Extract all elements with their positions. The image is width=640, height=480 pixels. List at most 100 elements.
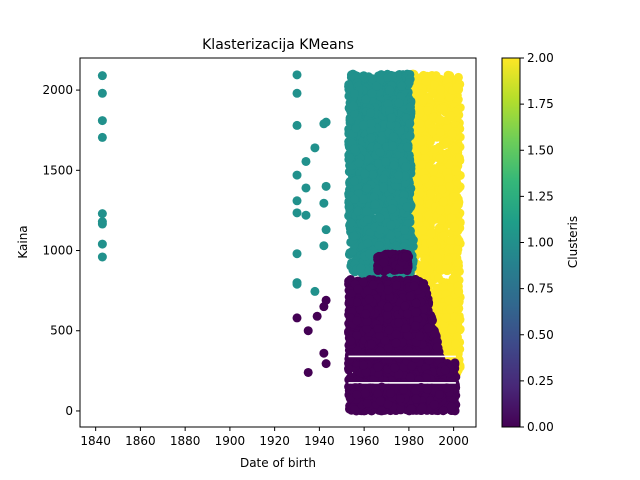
data-point-cluster-2	[442, 123, 452, 133]
data-point-cluster-2	[418, 225, 428, 235]
data-point-cluster-2	[445, 283, 455, 293]
data-point-cluster-1	[405, 118, 415, 128]
data-point-cluster-1	[386, 230, 396, 240]
data-point-cluster-2	[446, 236, 456, 246]
data-point-cluster-2	[420, 174, 430, 184]
data-point-cluster-2	[434, 177, 444, 187]
data-point-cluster-2	[454, 236, 464, 246]
data-point-cluster-2	[437, 185, 447, 195]
data-point-cluster-0	[346, 289, 356, 299]
data-point-cluster-2	[454, 287, 464, 297]
data-point-cluster-2	[445, 304, 455, 314]
data-point-cluster-2	[443, 344, 453, 354]
data-point-cluster-1	[402, 202, 412, 212]
data-point-cluster-2	[441, 313, 451, 323]
data-point-cluster-2	[452, 82, 462, 92]
data-point-cluster-2	[419, 145, 429, 155]
data-point-cluster-2	[415, 119, 425, 129]
data-point-cluster-2	[435, 205, 445, 215]
data-point-cluster-1	[346, 218, 356, 228]
data-point-cluster-2	[455, 325, 465, 335]
data-point-cluster-2	[435, 92, 445, 102]
data-point-cluster-2	[436, 128, 446, 138]
data-point-cluster-1	[356, 263, 366, 273]
data-point-cluster-2	[453, 200, 463, 210]
data-point-cluster-1	[350, 194, 360, 204]
chart-title: Klasterizacija KMeans	[202, 37, 354, 53]
data-point-cluster-1	[370, 199, 380, 209]
data-point-cluster-1	[400, 225, 410, 235]
data-point-cluster-2	[449, 222, 459, 232]
data-point-cluster-2	[430, 80, 440, 90]
data-point-cluster-2	[446, 111, 456, 121]
data-point-cluster-2	[426, 189, 436, 199]
data-point-cluster-1	[376, 135, 386, 145]
data-point-cluster-2	[436, 215, 446, 225]
data-point-cluster-2	[428, 87, 438, 97]
data-point-cluster-2	[435, 154, 445, 164]
data-point-cluster-1	[362, 183, 372, 193]
data-point-cluster-1	[383, 99, 393, 109]
data-point-cluster-2	[442, 205, 452, 215]
data-point-cluster-1	[363, 238, 373, 248]
data-point-cluster-2	[419, 259, 429, 269]
data-point-cluster-2	[444, 173, 454, 183]
data-point-cluster-1	[401, 162, 411, 172]
data-point-cluster-2	[426, 237, 436, 247]
data-point-cluster-2	[435, 115, 445, 125]
data-point-cluster-2	[453, 258, 463, 268]
data-point-cluster-1	[402, 142, 412, 152]
data-point-cluster-1	[360, 169, 370, 179]
data-point-cluster-2	[438, 197, 448, 207]
data-point-cluster-1	[349, 176, 359, 186]
data-point-cluster-1	[349, 231, 359, 241]
data-point-cluster-1	[368, 170, 378, 180]
data-point-cluster-2	[415, 188, 425, 198]
data-point-cluster-1	[405, 131, 415, 141]
data-point-cluster-1	[393, 170, 403, 180]
data-point-cluster-1	[367, 74, 377, 84]
data-point-cluster-2	[415, 204, 425, 214]
data-point-cluster-1	[349, 89, 359, 99]
data-point-cluster-2	[447, 129, 457, 139]
data-point-cluster-2	[454, 153, 464, 163]
data-point-cluster-2	[441, 137, 451, 147]
data-point-cluster-2	[451, 166, 461, 176]
data-point-cluster-1	[366, 108, 376, 118]
data-point-cluster-1	[405, 102, 415, 112]
data-point-cluster-1	[345, 153, 355, 163]
data-point-cluster-1	[387, 204, 397, 214]
data-point-cluster-1	[351, 123, 361, 133]
data-point-cluster-2	[450, 144, 460, 154]
data-point-cluster-1	[394, 98, 404, 108]
data-point-cluster-1	[362, 214, 372, 224]
data-point-cluster-2	[453, 244, 463, 254]
data-point-cluster-2	[438, 104, 448, 114]
data-point-cluster-2	[426, 229, 436, 239]
data-point-cluster-2	[439, 231, 449, 241]
data-point-cluster-1	[366, 133, 376, 143]
data-point-cluster-0	[344, 364, 354, 374]
data-point-cluster-1	[354, 158, 364, 168]
data-point-cluster-2	[443, 255, 453, 265]
data-point-cluster-1	[386, 220, 396, 230]
data-point-cluster-2	[434, 289, 444, 299]
data-point-cluster-1	[385, 85, 395, 95]
data-point-cluster-2	[443, 336, 453, 346]
data-point-cluster-2	[427, 126, 437, 136]
data-point-cluster-1	[408, 235, 418, 245]
data-point-cluster-1	[374, 159, 384, 169]
data-point-cluster-2	[445, 92, 455, 102]
data-point-cluster-1	[375, 147, 385, 157]
data-point-cluster-2	[428, 166, 438, 176]
data-point-cluster-2	[450, 298, 460, 308]
data-point-cluster-2	[422, 106, 432, 116]
data-point-cluster-1	[375, 213, 385, 223]
data-point-cluster-1	[389, 132, 399, 142]
data-point-cluster-1	[375, 225, 385, 235]
data-point-cluster-1	[348, 101, 358, 111]
data-point-cluster-1	[385, 106, 395, 116]
data-point-cluster-1	[371, 81, 381, 91]
data-point-cluster-1	[349, 144, 359, 154]
